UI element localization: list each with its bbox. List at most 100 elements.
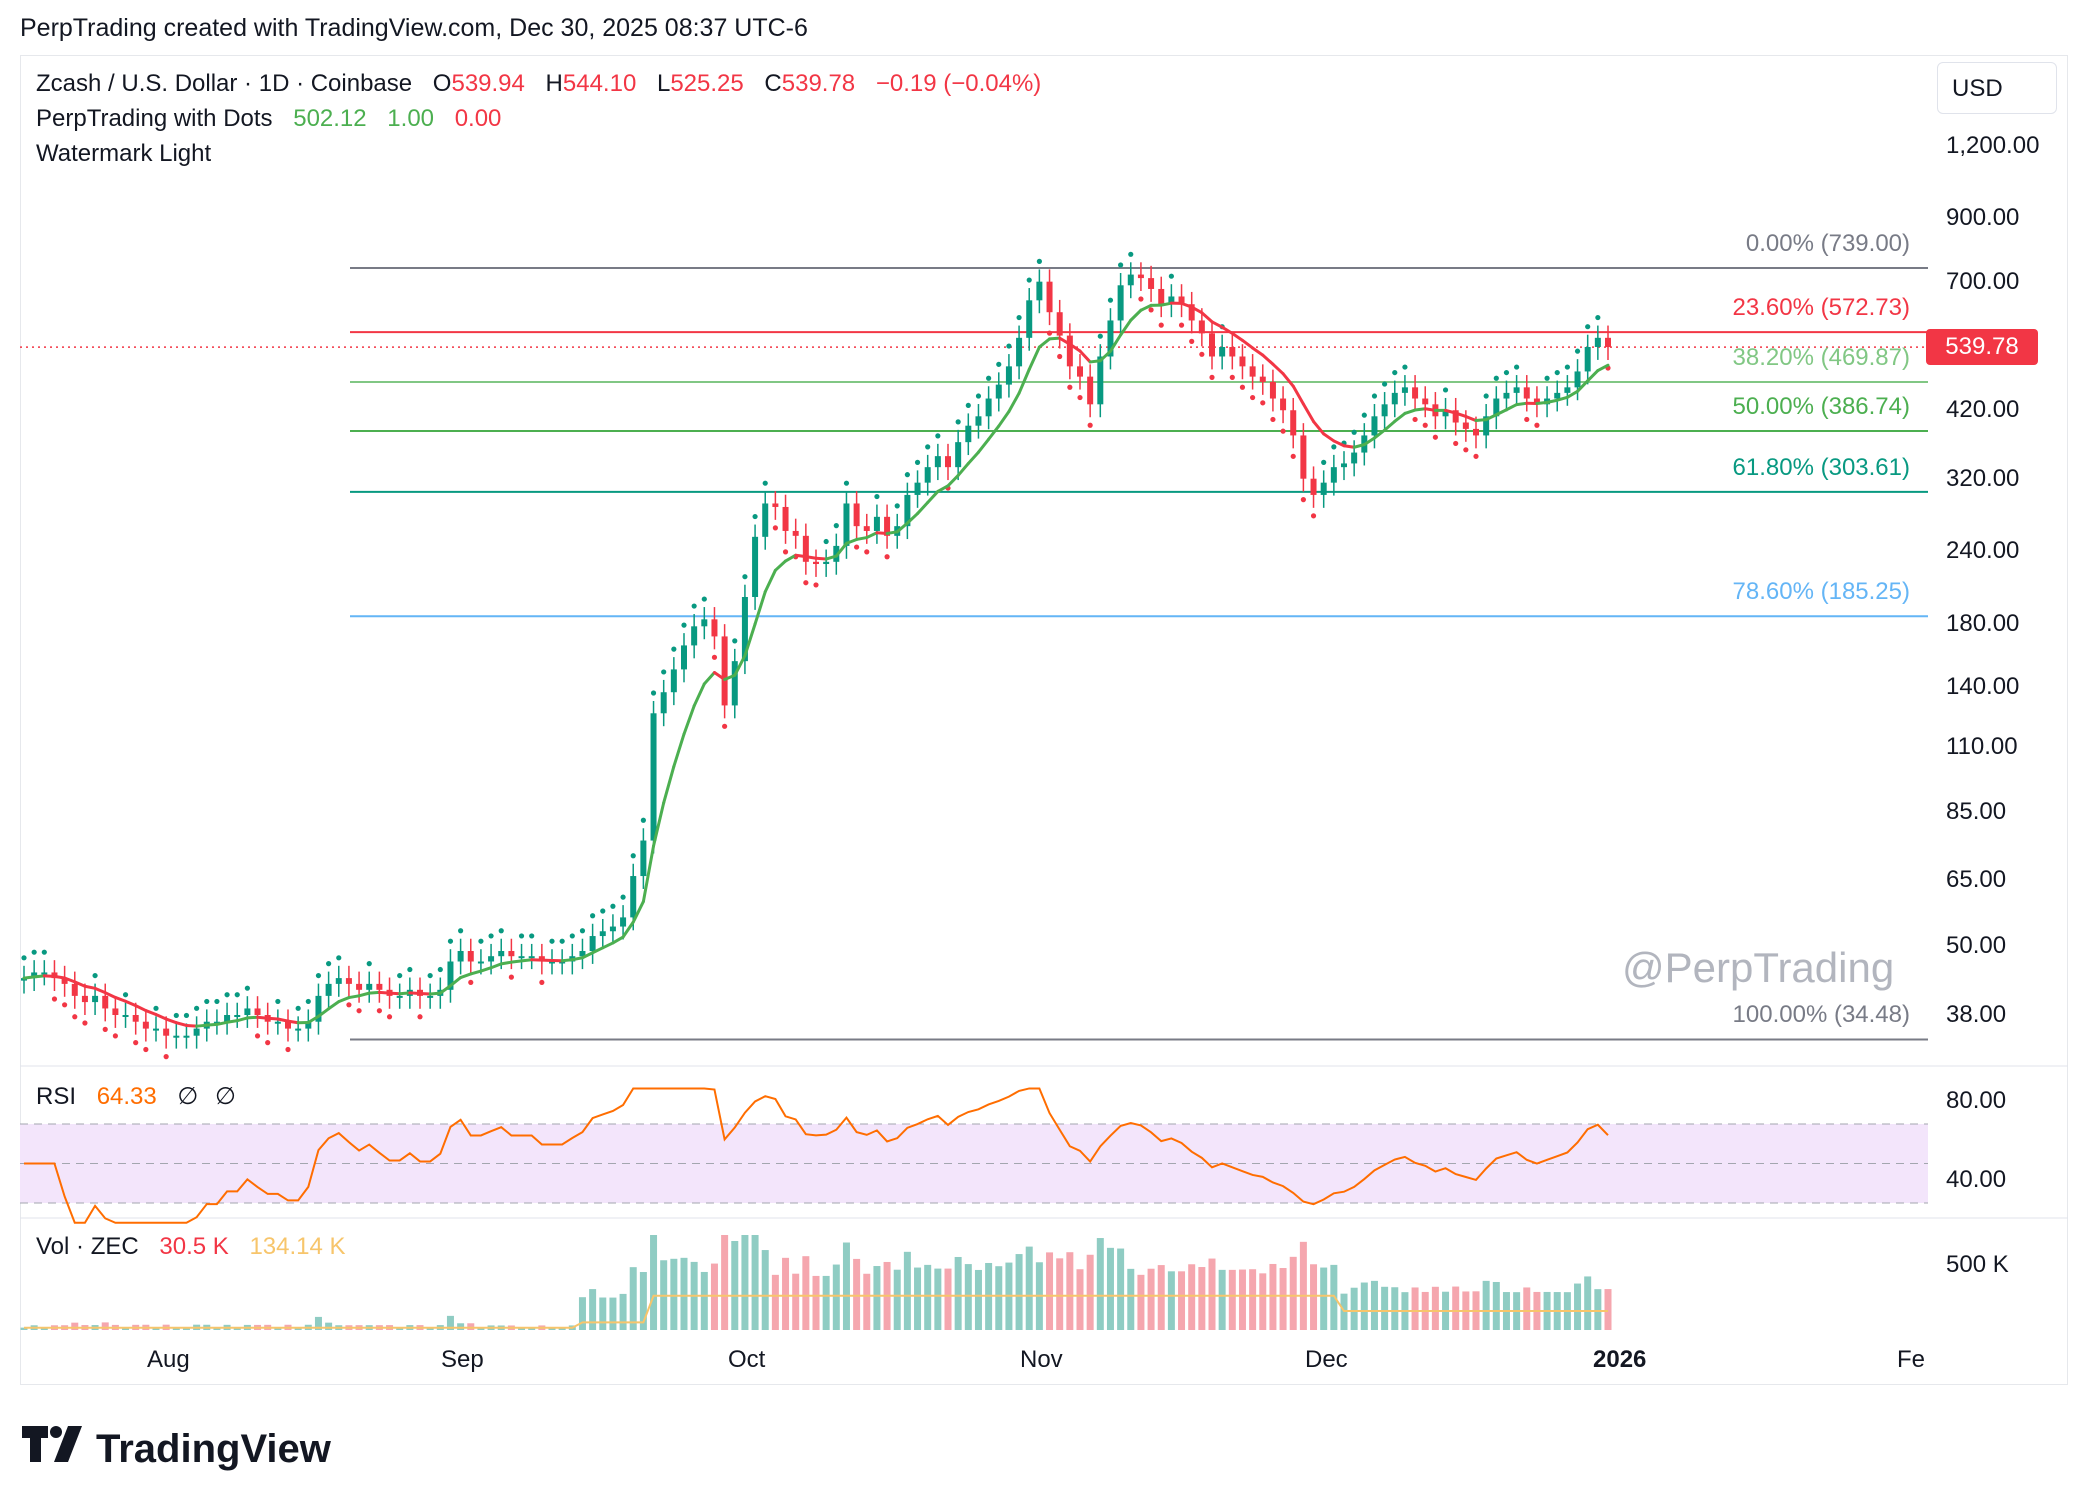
rsi-legend[interactable]: RSI 64.33 ∅ ∅ <box>36 1082 240 1111</box>
volume-axis-500k: 500 K <box>1946 1251 2009 1278</box>
signal-dot <box>1310 513 1317 519</box>
signal-dot <box>1524 416 1530 423</box>
rsi-value: 64.33 <box>96 1083 157 1110</box>
signal-dot <box>823 538 829 545</box>
currency-button[interactable]: USD <box>1937 62 2057 114</box>
ma-line-segment <box>225 1019 239 1024</box>
signal-dot <box>1493 375 1499 381</box>
ma-line-segment <box>1454 411 1468 418</box>
candle-body <box>1554 392 1561 399</box>
signal-dot <box>1189 338 1195 344</box>
ma-line-segment <box>479 966 493 973</box>
candle-body <box>1401 387 1408 393</box>
fib-level-label: 61.80% (303.61) <box>1732 453 1910 481</box>
signal-dot <box>366 961 372 967</box>
ma-line-segment <box>580 951 595 960</box>
fib-level-label: 0.00% (739.00) <box>1745 230 1910 258</box>
volume-legend[interactable]: Vol · ZEC 30.5 K 134.14 K <box>36 1233 350 1261</box>
ma-line-segment <box>1048 336 1062 341</box>
signal-dot <box>285 1046 291 1053</box>
candle-body <box>528 956 535 959</box>
ma-line-segment <box>1423 407 1437 412</box>
volume-bar <box>1106 1247 1114 1330</box>
ma-line-segment <box>702 671 716 686</box>
candle-body <box>518 956 525 959</box>
signal-dot <box>295 1005 301 1011</box>
candle-body <box>81 995 88 1003</box>
ma-line-segment <box>164 1017 178 1025</box>
signal-dot <box>336 955 342 961</box>
ma-line-segment <box>1403 408 1417 415</box>
signal-dot <box>1534 422 1540 428</box>
ma-line-segment <box>621 920 635 939</box>
price-axis-label: 900.00 <box>1946 204 2020 232</box>
candle-body <box>142 1021 149 1029</box>
volume-bar <box>741 1235 749 1330</box>
signal-dot <box>661 669 667 675</box>
ma-line-segment <box>276 1017 290 1023</box>
candle-body <box>1300 435 1307 479</box>
ma-line-segment <box>662 764 676 805</box>
signal-dot <box>508 974 514 980</box>
candle-body <box>630 876 637 918</box>
ma-line-segment <box>1139 303 1153 312</box>
candle-body <box>325 983 332 996</box>
volume-bar <box>1381 1286 1389 1330</box>
ma-line-segment <box>966 450 980 466</box>
ma-line-segment <box>1251 346 1265 357</box>
indicator-legend[interactable]: PerpTrading with Dots 502.12 1.00 0.00 <box>36 105 505 133</box>
volume-bar <box>1096 1238 1104 1330</box>
volume-bar <box>20 1327 28 1330</box>
ma-line-segment <box>844 537 859 545</box>
ma-line-segment <box>1362 436 1376 447</box>
signal-dot <box>600 908 606 914</box>
price-axis-label: 110.00 <box>1946 733 2018 761</box>
ma-line-segment <box>63 976 77 984</box>
symbol-title[interactable]: Zcash / U.S. Dollar · 1D · Coinbase <box>36 70 413 97</box>
volume-ma-value: 134.14 K <box>249 1233 346 1260</box>
candle-body <box>295 1028 302 1031</box>
candle-body <box>772 503 779 507</box>
candle-body <box>1066 335 1073 367</box>
volume-bar <box>1289 1256 1297 1330</box>
candle-body <box>995 384 1002 399</box>
volume-bar <box>609 1297 617 1330</box>
price-axis-label: 420.00 <box>1946 396 2020 424</box>
ma-line-segment <box>733 654 747 677</box>
ma-line-segment <box>428 991 442 996</box>
signal-dot <box>1321 459 1327 465</box>
candle-body <box>1137 274 1144 279</box>
candle-body <box>41 972 48 975</box>
signal-dot <box>41 949 47 955</box>
candle-body <box>31 972 38 979</box>
signal-dot <box>549 938 555 944</box>
signal-dot <box>31 949 37 955</box>
volume-bar <box>731 1240 739 1330</box>
ma-line-segment <box>316 1007 331 1018</box>
signal-dot <box>701 596 707 602</box>
ma-line-segment <box>723 673 737 681</box>
ma-line-segment <box>245 1015 260 1020</box>
candle-body <box>92 995 99 1003</box>
signal-dot <box>1280 428 1286 434</box>
watermark-legend[interactable]: Watermark Light <box>36 140 215 168</box>
ma-line-segment <box>1545 398 1559 404</box>
candle-body <box>1574 371 1581 388</box>
ma-line-segment <box>824 554 838 561</box>
signal-dot <box>214 998 220 1005</box>
candle-body <box>508 951 515 957</box>
candle-body <box>1198 320 1205 334</box>
signal-dot <box>265 1040 271 1046</box>
signal-dot <box>1128 251 1134 257</box>
ma-line-segment <box>570 956 584 962</box>
price-axis-label: 1,200.00 <box>1946 132 2040 159</box>
ma-line-segment <box>154 1012 168 1021</box>
volume-bar <box>1584 1276 1592 1330</box>
signal-dot <box>346 1002 352 1008</box>
tradingview-brand[interactable]: TradingView <box>22 1426 331 1472</box>
volume-bar <box>1127 1268 1135 1330</box>
signal-dot <box>1036 258 1042 264</box>
ma-line-segment <box>641 844 656 904</box>
ma-line-segment <box>1271 362 1285 376</box>
